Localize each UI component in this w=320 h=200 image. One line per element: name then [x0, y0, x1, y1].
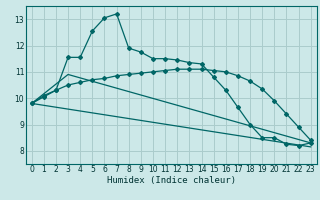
X-axis label: Humidex (Indice chaleur): Humidex (Indice chaleur) — [107, 176, 236, 185]
